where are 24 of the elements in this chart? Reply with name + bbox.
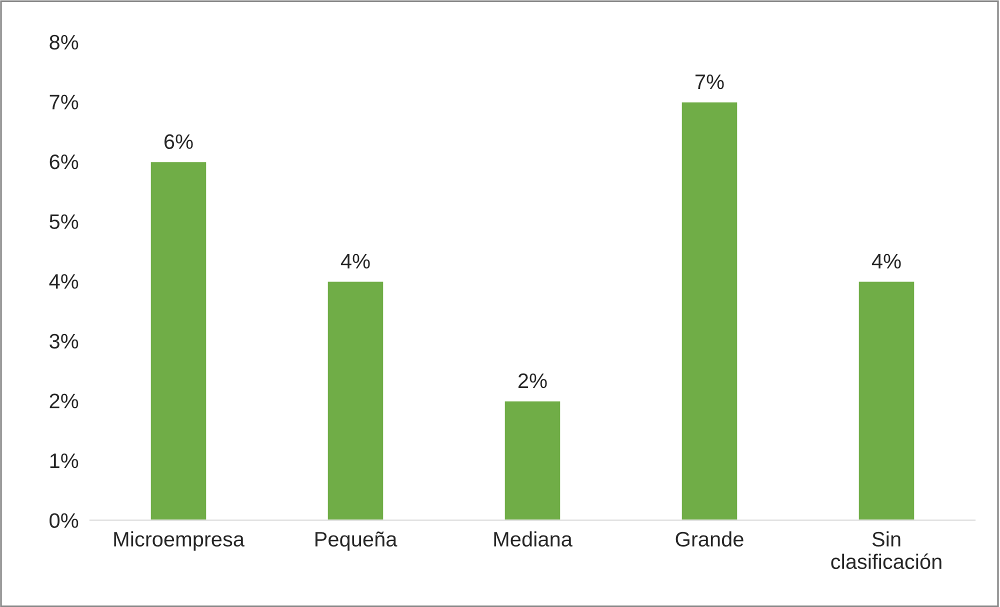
y-tick-label: 7%	[50, 94, 78, 110]
bar	[326, 280, 385, 520]
bar	[503, 400, 562, 520]
y-tick-label: 2%	[50, 394, 78, 408]
y-tick-label: 0%	[50, 513, 78, 528]
y-tick-label: 4%	[49, 274, 78, 289]
y-tick-label: 3%	[50, 334, 78, 349]
y-tick-label: 5%	[50, 214, 78, 230]
bar	[680, 100, 739, 520]
x-tick-label: Pequeña	[316, 531, 398, 551]
x-tick-label: Sin clasificación	[831, 531, 942, 570]
x-tick-label: Microempresa	[114, 531, 244, 551]
data-label: 2%	[518, 373, 547, 388]
data-label: 7%	[696, 74, 724, 90]
x-tick-label: Mediana	[494, 531, 572, 547]
bar	[149, 160, 208, 520]
x-tick-label: Grande	[676, 531, 744, 547]
data-label: 6%	[164, 134, 193, 150]
y-tick-label: 1%	[50, 454, 78, 468]
data-label: 4%	[872, 254, 901, 269]
data-label: 4%	[340, 254, 370, 269]
y-tick-label: 8%	[50, 34, 78, 50]
y-tick-label: 6%	[50, 154, 78, 170]
bar	[857, 280, 916, 520]
